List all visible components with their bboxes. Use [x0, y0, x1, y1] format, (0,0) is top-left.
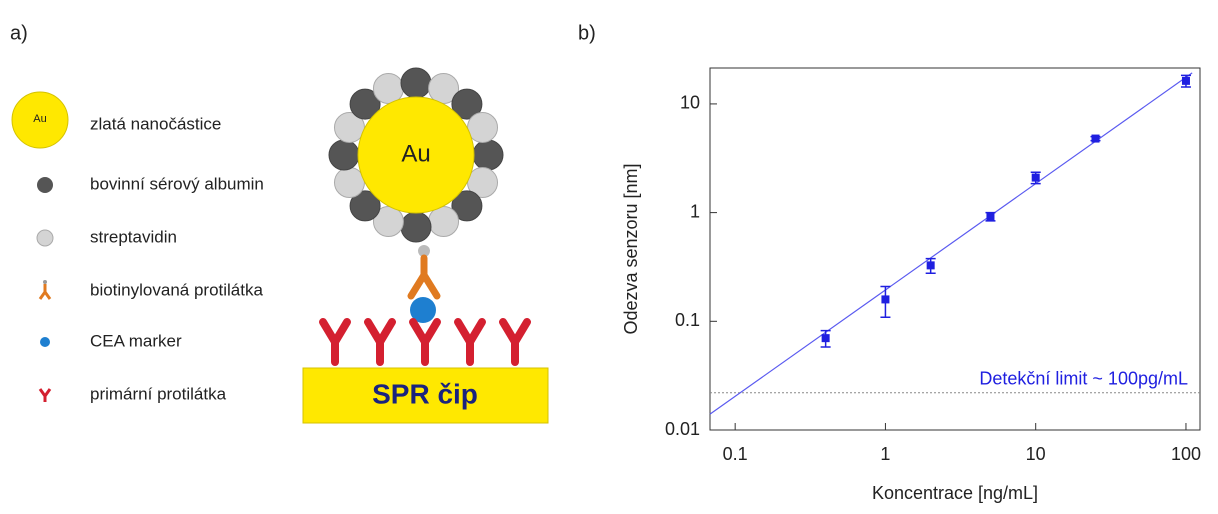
data-point	[1031, 173, 1040, 182]
biotinylated-antibody	[407, 254, 441, 300]
gold-particle	[357, 96, 475, 214]
cea-icon	[40, 337, 50, 347]
legend-text: streptavidin	[90, 227, 177, 246]
primary-antibodies	[319, 318, 531, 366]
gold-icon	[11, 91, 69, 149]
shell-protein	[467, 111, 499, 143]
shell-protein	[333, 167, 365, 199]
plot-frame	[709, 67, 1201, 431]
antibody-icon	[38, 280, 52, 300]
shell-protein	[372, 72, 404, 104]
data-point	[821, 334, 830, 343]
data-point	[1091, 134, 1100, 143]
y-tick-label: 1	[690, 201, 700, 221]
shell-protein	[328, 139, 360, 171]
data-point	[1181, 76, 1190, 85]
streptavidin-link	[418, 245, 430, 257]
particle-label: Au	[401, 140, 430, 167]
x-tick-label: 1	[880, 444, 890, 464]
fit-line	[709, 72, 1193, 415]
bsa-icon	[37, 177, 53, 193]
x-tick-label: 10	[1026, 444, 1046, 464]
x-tick-label: 0.1	[723, 444, 748, 464]
y-tick-label: 10	[680, 93, 700, 113]
legend-text: primární protilátka	[90, 384, 227, 403]
shell-protein	[349, 88, 381, 120]
legend-text: CEA marker	[90, 331, 182, 350]
legend-text: biotinylovaná protilátka	[90, 280, 263, 299]
panel-label: a)	[10, 22, 28, 44]
spr-chip	[302, 367, 549, 424]
primary-antibody	[499, 318, 531, 366]
data-point	[926, 261, 935, 270]
primary-antibody	[319, 318, 351, 366]
shell-protein	[400, 211, 432, 243]
streptavidin-icon	[36, 229, 54, 247]
shell-protein	[451, 190, 483, 222]
shell-protein	[400, 67, 432, 99]
plot-area: 0.1 1 10 100 0.01 0.1 1 10 Detekční limit ~ 100p…	[665, 72, 1201, 464]
legend-text: zlatá nanočástice	[90, 114, 221, 133]
y-tick-label: 0.01	[665, 419, 700, 439]
annotation: Detekční limit ~ 100pg/mL	[979, 369, 1188, 389]
primary-antibody	[364, 318, 396, 366]
shell-protein	[349, 190, 381, 222]
primary-antibody	[409, 318, 441, 366]
primary-antibody-icon	[38, 388, 52, 402]
cea-marker	[410, 297, 436, 323]
primary-antibody	[454, 318, 486, 366]
x-tick-label: 100	[1171, 444, 1201, 464]
shell-protein	[451, 88, 483, 120]
x-axis-label: Koncentrace [ng/mL]	[872, 483, 1038, 503]
shell-protein	[428, 206, 460, 238]
y-tick-label: 0.1	[675, 310, 700, 330]
icon-label: Au	[33, 113, 46, 125]
particle-shell	[328, 67, 504, 243]
y-axis-label: Odezva senzoru [nm]	[621, 163, 641, 334]
data-point	[986, 212, 995, 221]
panel-label: b)	[578, 22, 596, 44]
diagram-legend: Au zlatá nanočástice bovinní sérový albu…	[11, 91, 264, 403]
shell-protein	[472, 139, 504, 171]
chip-label: SPR čip	[372, 378, 478, 409]
data-point	[881, 295, 890, 304]
legend-text: bovinní sérový albumin	[90, 174, 264, 193]
